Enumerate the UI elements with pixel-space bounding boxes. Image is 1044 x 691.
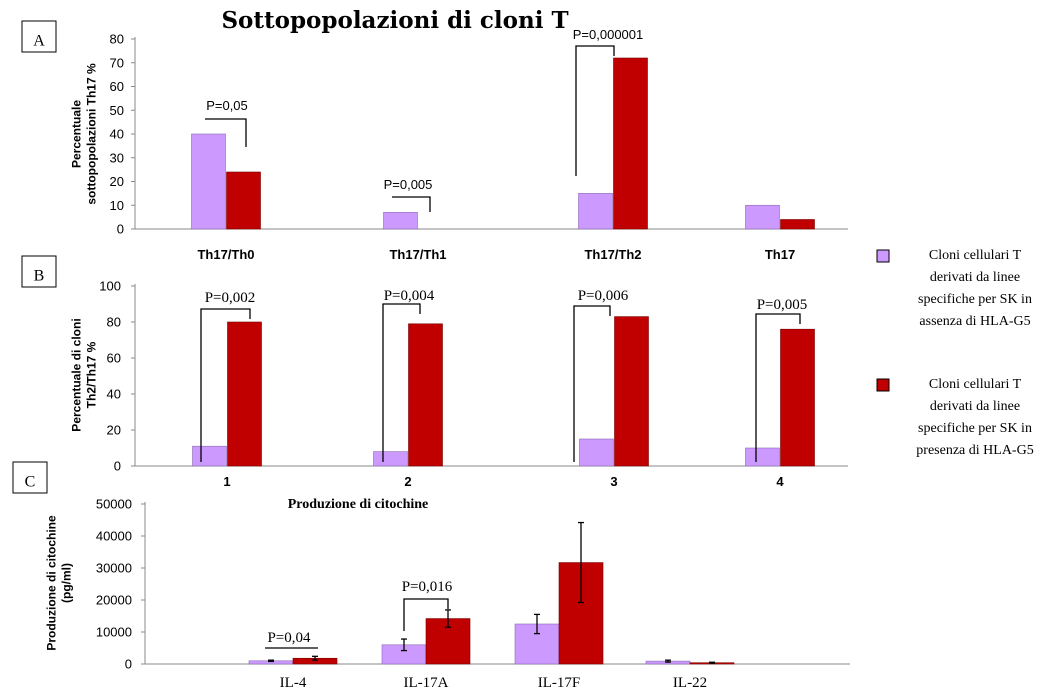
y-axis-label: Produzione di citochine xyxy=(45,515,59,651)
legend-label-line: derivati da linee xyxy=(930,399,1020,414)
y-axis-label: sottopopolazioni Th17 % xyxy=(85,63,99,205)
y-tick-label: 40 xyxy=(110,127,124,142)
y-tick-label: 30000 xyxy=(96,561,132,576)
y-tick-label: 10000 xyxy=(96,625,132,640)
y-axis-label: (pg/ml) xyxy=(60,563,74,603)
legend-label-line: derivati da linee xyxy=(930,270,1020,285)
significance-bracket xyxy=(200,308,251,462)
panel-box xyxy=(21,20,57,53)
bar-2 xyxy=(226,171,261,230)
bar-1 xyxy=(745,447,780,467)
panel-letter: B xyxy=(34,268,45,285)
p-value-label: P=0,005 xyxy=(384,177,433,192)
y-tick-label: 40000 xyxy=(96,529,132,544)
panel-box xyxy=(21,255,57,288)
category-label: 2 xyxy=(404,474,411,489)
y-tick-label: 0 xyxy=(114,459,121,474)
y-tick-label: 0 xyxy=(125,657,132,672)
legend-label-line: Cloni cellulari T xyxy=(929,377,1022,392)
legend-swatch-2 xyxy=(876,378,890,392)
category-label: Th17/Th0 xyxy=(197,247,254,262)
bar-2 xyxy=(408,323,443,467)
category-label: 4 xyxy=(776,474,784,489)
significance-bracket xyxy=(573,305,611,462)
y-tick-label: 0 xyxy=(117,222,124,237)
bar-1 xyxy=(191,133,226,230)
category-label: IL-4 xyxy=(280,675,307,691)
bar-1 xyxy=(745,204,780,230)
y-tick-label: 80 xyxy=(107,315,121,330)
p-value-label: P=0,004 xyxy=(384,288,435,304)
bar-1 xyxy=(579,438,614,467)
significance-bracket xyxy=(575,45,615,176)
y-tick-label: 50 xyxy=(110,103,124,118)
y-tick-label: 80 xyxy=(110,32,124,47)
bar-1 xyxy=(578,193,613,230)
category-label: 1 xyxy=(223,474,230,489)
category-label: Th17/Th1 xyxy=(389,247,446,262)
significance-bracket xyxy=(392,196,431,212)
y-axis-label: Th2/Th17 % xyxy=(85,341,99,408)
significance-bracket xyxy=(382,303,421,462)
panel-letter: A xyxy=(33,33,45,50)
legend-label-line: assenza di HLA-G5 xyxy=(919,314,1030,329)
category-label: Th17 xyxy=(765,247,795,262)
bar-1 xyxy=(373,451,408,467)
figure-title: Sottopopolazioni di cloni T xyxy=(221,7,568,34)
bar-2 xyxy=(614,316,649,467)
p-value-label: P=0,005 xyxy=(757,297,808,313)
panel-subtitle: Produzione di citochine xyxy=(288,497,429,512)
y-tick-label: 40 xyxy=(107,387,121,402)
significance-bracket xyxy=(755,313,801,462)
y-tick-label: 100 xyxy=(99,279,121,294)
y-tick-label: 20 xyxy=(107,423,121,438)
legend-label-line: specifiche per SK in xyxy=(918,292,1032,307)
category-label: 3 xyxy=(610,474,617,489)
bar-2 xyxy=(227,321,262,467)
y-tick-label: 10 xyxy=(110,198,124,213)
y-axis-label: Percentuale xyxy=(70,100,84,168)
significance-bracket xyxy=(205,118,247,147)
significance-bracket xyxy=(403,598,449,631)
legend-label-line: presenza di HLA-G5 xyxy=(916,443,1033,458)
category-label: IL-22 xyxy=(673,675,707,691)
bar-2 xyxy=(780,328,815,467)
p-value-label: P=0,002 xyxy=(205,290,256,306)
y-tick-label: 30 xyxy=(110,150,124,165)
y-axis-label: Percentuale di cloni xyxy=(70,318,84,431)
panel-box xyxy=(12,461,48,494)
legend-label-line: Cloni cellulari T xyxy=(929,248,1022,263)
bar-1 xyxy=(383,212,418,230)
p-value-label: P=0,006 xyxy=(578,288,629,304)
bar-2 xyxy=(780,219,815,230)
y-tick-label: 60 xyxy=(110,79,124,94)
y-tick-label: 60 xyxy=(107,351,121,366)
y-tick-label: 50000 xyxy=(96,497,132,512)
p-value-label: P=0,000001 xyxy=(573,27,643,42)
p-value-label: P=0,04 xyxy=(267,630,311,646)
panel-letter: C xyxy=(25,474,36,491)
p-value-label: P=0,05 xyxy=(206,98,248,113)
y-tick-label: 20000 xyxy=(96,593,132,608)
category-label: Th17/Th2 xyxy=(584,247,641,262)
category-label: IL-17A xyxy=(404,675,449,691)
y-tick-label: 20 xyxy=(110,174,124,189)
y-tick-label: 70 xyxy=(110,55,124,70)
legend-swatch-1 xyxy=(876,249,890,263)
p-value-label: P=0,016 xyxy=(402,579,453,595)
bar-2 xyxy=(613,57,648,230)
legend-label-line: specifiche per SK in xyxy=(918,421,1032,436)
bar-1 xyxy=(192,445,227,467)
category-label: IL-17F xyxy=(538,675,581,691)
